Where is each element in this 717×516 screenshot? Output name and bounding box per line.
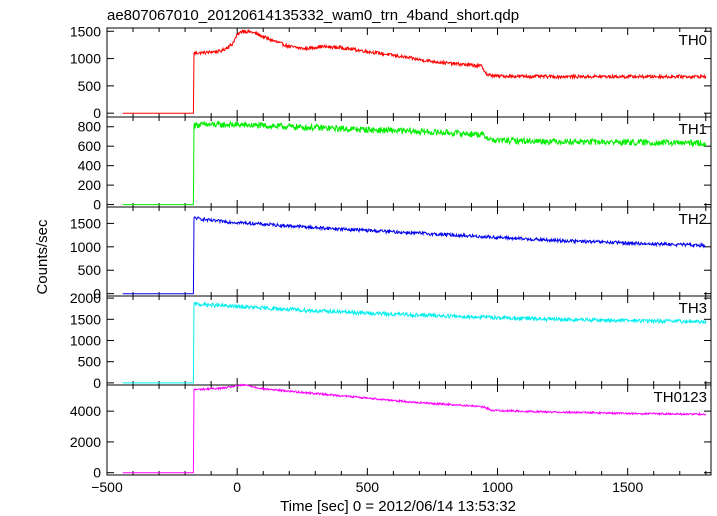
y-tick-label: 200 [78, 177, 102, 193]
series-line-th0 [122, 28, 707, 114]
panel-th2: 0 500 1000 1500 TH2 [70, 206, 712, 302]
y-tick-label: 1000 [70, 333, 101, 349]
y-tick-label: 500 [78, 78, 102, 94]
y-tick-label: 0 [93, 375, 101, 391]
panel-frame [106, 384, 712, 476]
x-tick-label: 1000 [482, 479, 513, 495]
y-tick-label: 500 [78, 354, 102, 370]
panel-th0123: 0 2000 4000 TH0123 [70, 383, 712, 481]
series-label-th1: TH1 [679, 121, 707, 138]
panel-th0: 0 500 1000 1500 TH0 [70, 23, 712, 121]
y-tick-label: 0 [93, 286, 101, 302]
panel-frame [106, 206, 712, 297]
y-tick-label: 0 [93, 465, 101, 481]
y-tick-label: 4000 [70, 403, 101, 419]
y-tick-label: 400 [78, 158, 102, 174]
y-tick-label: 500 [78, 262, 102, 278]
y-tick-label: 2000 [70, 434, 101, 450]
series-label-th3: TH3 [679, 300, 707, 317]
x-axis-label: Time [sec] 0 = 2012/06/14 13:53:32 [280, 498, 516, 515]
chart-title: ae807067010_20120614135332_wam0_trn_4ban… [107, 7, 519, 24]
x-tick-label: 1500 [612, 479, 643, 495]
series-label-th2: TH2 [679, 211, 707, 228]
panel-th1: 0 200 400 600 800 TH1 [78, 116, 712, 213]
series-label-th0123: TH0123 [654, 389, 707, 406]
y-tick-label: 1500 [70, 23, 101, 39]
y-tick-label: 1000 [70, 239, 101, 255]
panel-frame [106, 27, 712, 118]
x-tick-label: 0 [233, 479, 241, 495]
y-tick-label: 0 [93, 197, 101, 213]
y-tick-label: 1500 [70, 215, 101, 231]
panel-frame [106, 295, 712, 386]
series-line-th3 [122, 301, 707, 384]
panel-th3: 0 500 1000 1500 2000 TH3 [70, 290, 712, 391]
series-label-th0: TH0 [679, 32, 707, 49]
y-tick-label: 600 [78, 138, 102, 154]
x-tick-label: 500 [356, 479, 380, 495]
y-tick-label: 0 [93, 105, 101, 121]
y-tick-label: 800 [78, 119, 102, 135]
y-axis-label: Counts/sec [34, 219, 51, 295]
y-tick-label: 2000 [70, 290, 101, 306]
series-line-th0123 [122, 383, 707, 474]
panels: 0 500 1000 1500 TH0 0 200 400 600 800 TH1 0 500 1000 1… [70, 23, 712, 495]
series-line-th2 [122, 216, 706, 295]
y-tick-label: 1000 [70, 51, 101, 67]
x-tick-label: −500 [91, 479, 123, 495]
y-tick-label: 1500 [70, 311, 101, 327]
series-line-th1 [122, 120, 707, 206]
